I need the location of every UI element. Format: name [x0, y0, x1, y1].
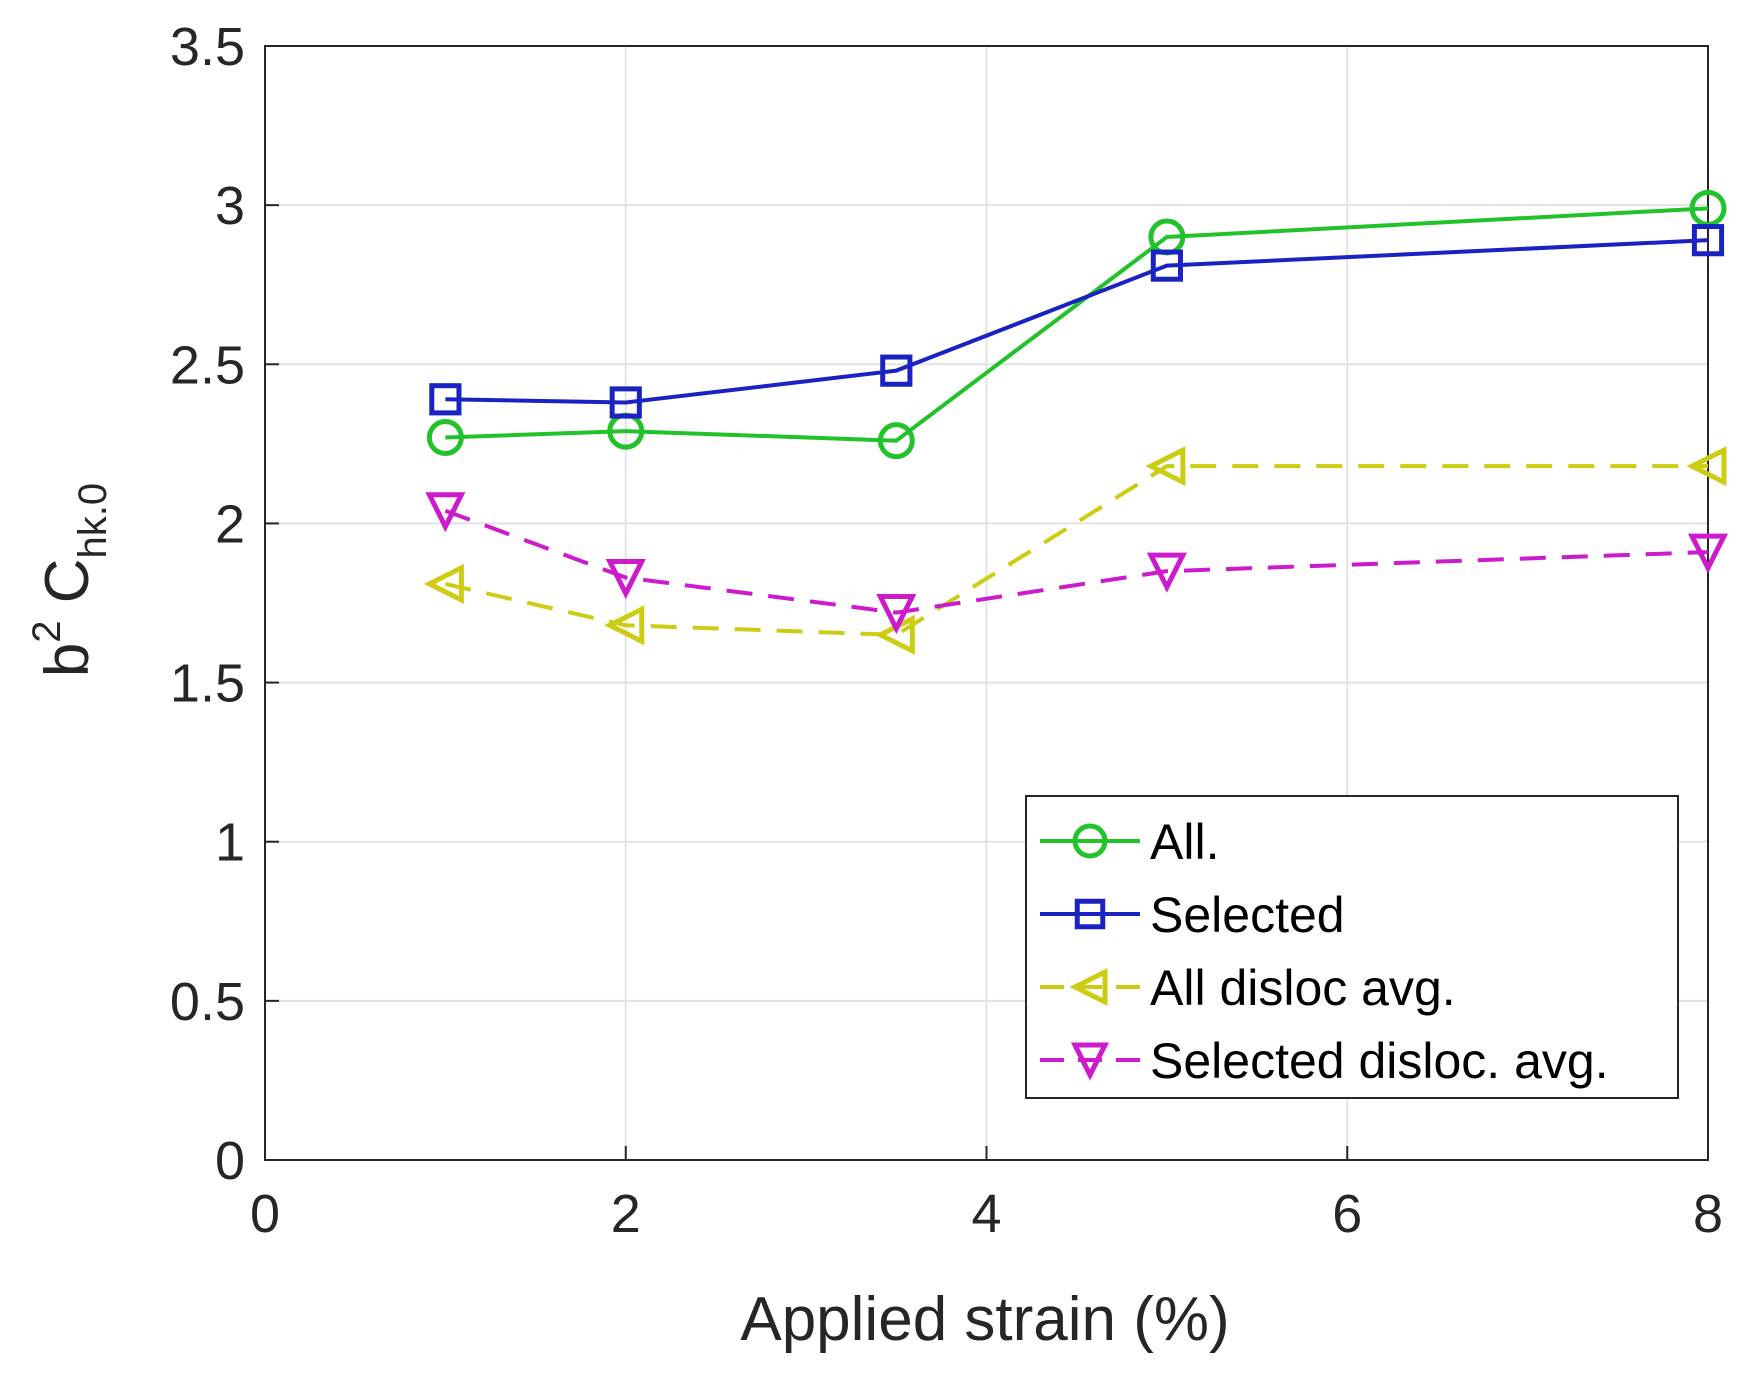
series-group: [423, 189, 1729, 655]
y-axis-ticks: 0 0.5 1 1.5 2 2.5 3 3.5: [170, 17, 279, 1191]
legend-item: All.: [1040, 814, 1219, 870]
series-0: [426, 189, 1727, 460]
legend-label: All.: [1150, 814, 1219, 870]
series-line: [445, 206, 1709, 443]
series-2: [423, 446, 1727, 655]
series-line: [445, 238, 1709, 405]
x-tick-label: 2: [611, 1184, 641, 1244]
x-tick-label: 4: [971, 1184, 1001, 1244]
data-point: [1145, 446, 1186, 487]
data-point: [423, 563, 464, 604]
series-3: [425, 492, 1729, 635]
y-tick-label: 0.5: [170, 972, 245, 1032]
data-point: [1691, 224, 1725, 257]
legend-label: All disloc avg.: [1150, 960, 1456, 1016]
legend-item: All disloc avg.: [1040, 960, 1456, 1016]
legend-marker: [1074, 898, 1106, 930]
data-point: [1150, 249, 1183, 282]
series-line: [444, 508, 1709, 615]
data-point: [605, 559, 646, 600]
x-tick-label: 8: [1693, 1184, 1723, 1244]
x-tick-label: 6: [1332, 1184, 1362, 1244]
y-axis-label-subscript: hk.0: [71, 483, 115, 559]
y-tick-label: 2: [215, 494, 245, 554]
legend: All. Selected All disloc avg. Selected disl…: [1025, 795, 1679, 1099]
y-axis-label-main: C: [33, 558, 102, 620]
x-tick-label: 0: [250, 1184, 280, 1244]
data-point: [1687, 533, 1729, 574]
data-point: [1146, 552, 1187, 593]
data-point: [425, 492, 466, 533]
y-axis-label-superscript: 2: [25, 620, 69, 642]
y-tick-label: 1.5: [170, 654, 245, 714]
y-tick-label: 1: [215, 813, 245, 873]
data-point: [876, 594, 917, 635]
x-axis-label: Applied strain (%): [740, 1285, 1229, 1354]
legend-item: Selected disloc. avg.: [1040, 1033, 1609, 1089]
y-axis-label: b2 Chk.0: [25, 483, 115, 677]
data-point: [877, 422, 915, 460]
legend-marker: [1070, 1042, 1110, 1081]
series-1: [429, 224, 1725, 419]
data-point: [609, 386, 642, 419]
data-point: [880, 354, 913, 387]
y-tick-label: 0: [215, 1131, 245, 1191]
y-tick-label: 2.5: [170, 335, 245, 395]
series-line: [444, 464, 1708, 637]
y-tick-label: 3: [215, 176, 245, 236]
legend-label: Selected: [1150, 887, 1345, 943]
y-axis-label-base: b: [33, 643, 102, 677]
legend-marker: [1072, 823, 1108, 859]
legend-marker: [1069, 967, 1108, 1007]
x-axis-ticks: 0 2 4 6 8: [250, 1146, 1723, 1244]
legend-box: [1025, 795, 1679, 1099]
data-point: [429, 383, 462, 416]
data-point: [604, 605, 645, 646]
legend-label: Selected disloc. avg.: [1150, 1033, 1609, 1089]
y-tick-label: 3.5: [170, 17, 245, 77]
data-point: [426, 418, 464, 456]
legend-item: Selected: [1040, 887, 1345, 943]
data-point: [1686, 446, 1727, 487]
